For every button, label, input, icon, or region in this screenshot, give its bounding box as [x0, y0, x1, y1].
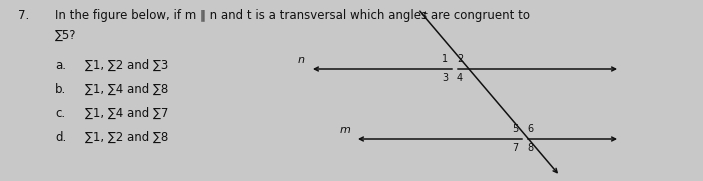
Text: ∑1, ∑2 and ∑3: ∑1, ∑2 and ∑3 [85, 59, 168, 72]
Text: t: t [422, 11, 427, 21]
Text: 8: 8 [527, 143, 533, 153]
Text: b.: b. [55, 83, 66, 96]
Text: m: m [339, 125, 350, 135]
Text: 1: 1 [442, 54, 448, 64]
Text: 4: 4 [457, 73, 463, 83]
Text: ∑1, ∑4 and ∑8: ∑1, ∑4 and ∑8 [85, 83, 168, 96]
Text: ∑1, ∑4 and ∑7: ∑1, ∑4 and ∑7 [85, 107, 169, 120]
Text: a.: a. [55, 59, 66, 72]
Text: 7.: 7. [18, 9, 30, 22]
Text: c.: c. [55, 107, 65, 120]
Text: 2: 2 [457, 54, 463, 64]
Text: 7: 7 [512, 143, 518, 153]
Text: 3: 3 [442, 73, 448, 83]
Text: In the figure below, if m ∥ n and t is a transversal which angles are congruent : In the figure below, if m ∥ n and t is a… [55, 9, 530, 22]
Text: 6: 6 [527, 124, 533, 134]
Text: 5: 5 [512, 124, 518, 134]
Text: d.: d. [55, 131, 66, 144]
Text: ∑5?: ∑5? [55, 29, 77, 42]
Text: ∑1, ∑2 and ∑8: ∑1, ∑2 and ∑8 [85, 131, 168, 144]
Text: n: n [298, 55, 305, 65]
